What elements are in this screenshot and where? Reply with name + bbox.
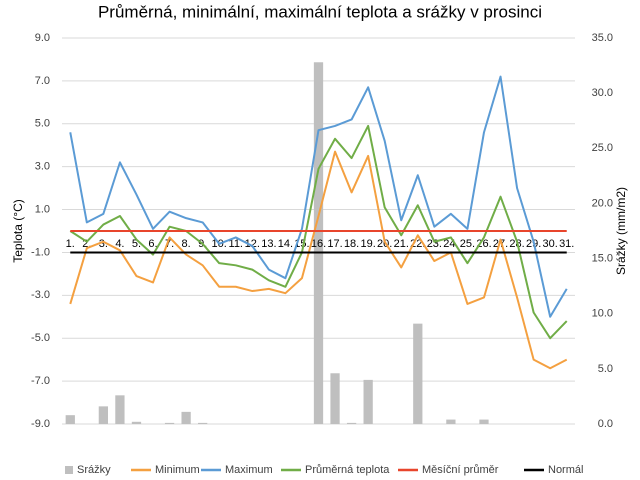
bar: [446, 419, 456, 424]
y2-tick-label: 35.0: [592, 32, 613, 44]
x-tick-label: 1.: [66, 238, 75, 250]
line-series: [69, 75, 568, 318]
y2-tick-label: 10.0: [592, 308, 613, 320]
x-tick-label: 19.: [360, 238, 375, 250]
y-tick-label: -1.0: [31, 246, 50, 258]
bar: [479, 419, 489, 424]
x-tick-label: 30.: [543, 238, 558, 250]
line-series: [69, 150, 568, 370]
x-tick-label: 31.: [559, 238, 574, 250]
x-tick-label: 11.: [229, 238, 243, 250]
legend-label: Normál: [548, 464, 583, 476]
y-tick-label: 7.0: [35, 75, 50, 87]
x-tick-label: 25.: [460, 238, 475, 250]
y2-tick-label: 25.0: [592, 142, 613, 154]
x-tick-label: 17.: [327, 238, 342, 250]
x-tick-label: 6.: [148, 238, 157, 250]
legend-label: Srážky: [77, 464, 111, 476]
x-tick-label: 27.: [493, 238, 508, 250]
x-tick-label: 8.: [182, 238, 191, 250]
y2-tick-label: 20.0: [592, 197, 613, 209]
y2-tick-label: 5.0: [598, 363, 613, 375]
legend-swatch: [65, 466, 73, 474]
bar: [181, 411, 191, 424]
bar: [330, 373, 340, 424]
bar: [164, 422, 175, 424]
y-tick-label: 1.0: [35, 203, 50, 215]
x-tick-label: 7.: [165, 238, 174, 250]
y-tick-label: 5.0: [35, 118, 50, 130]
x-tick-label: 13.: [261, 238, 276, 250]
chart-title: Průměrná, minimální, maximální teplota a…: [98, 2, 542, 21]
legend-label: Měsíční průměr: [422, 464, 499, 476]
x-tick-label: 4.: [115, 238, 124, 250]
bar: [363, 379, 373, 424]
x-tick-label: 21.: [394, 238, 409, 250]
x-tick-label: 14.: [278, 238, 293, 250]
x-tick-label: 3.: [99, 238, 108, 250]
x-tick-label: 12.: [245, 238, 260, 250]
y-tick-label: -7.0: [31, 375, 50, 387]
y-tick-label: 3.0: [35, 161, 50, 173]
x-tick-label: 5.: [132, 238, 141, 250]
line-series: [69, 124, 568, 340]
bar: [198, 422, 208, 424]
x-tick-label: 2.: [82, 238, 91, 250]
bar: [98, 406, 109, 424]
legend-label: Maximum: [225, 464, 273, 476]
y2-tick-label: 0.0: [598, 418, 613, 430]
bar: [313, 62, 324, 425]
x-tick-label: 16.: [311, 238, 326, 250]
y2-axis-title: Srážky (mm/m2): [614, 187, 628, 275]
x-tick-label: 26.: [476, 238, 491, 250]
legend-label: Průměrná teplota: [305, 464, 390, 476]
y-tick-label: 9.0: [35, 32, 50, 44]
bar: [131, 421, 142, 424]
legend-label: Minimum: [155, 464, 200, 476]
y-tick-label: -9.0: [31, 418, 50, 430]
x-tick-label: 24.: [443, 238, 458, 250]
y-axis-title: Teplota (°C): [11, 199, 25, 263]
bar: [115, 395, 125, 424]
bar: [413, 323, 423, 424]
y-tick-label: -5.0: [31, 332, 50, 344]
y2-tick-label: 30.0: [592, 87, 613, 99]
x-tick-label: 18.: [344, 238, 359, 250]
y-tick-label: -3.0: [31, 289, 50, 301]
y2-tick-label: 15.0: [592, 252, 613, 264]
bar: [346, 422, 357, 424]
bar: [65, 415, 75, 424]
